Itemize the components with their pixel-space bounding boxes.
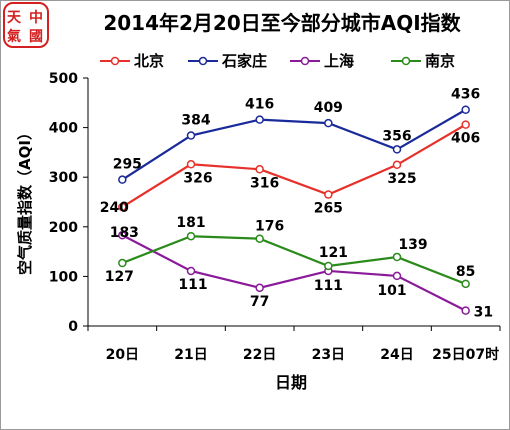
y-axis-label: 空气质量指数（AQI）	[16, 125, 34, 275]
x-axis-label: 日期	[275, 373, 307, 392]
y-tick-label: 400	[49, 121, 78, 137]
legend-label: 南京	[425, 52, 455, 70]
series-line	[121, 123, 467, 208]
data-label: 111	[178, 277, 207, 293]
data-point	[186, 160, 196, 169]
data-label: 181	[176, 215, 205, 231]
data-label: 176	[255, 219, 284, 235]
data-label: 295	[113, 157, 142, 173]
legend-swatch-marker	[110, 56, 120, 66]
data-label: 356	[382, 128, 411, 144]
y-tick-label: 100	[49, 269, 78, 285]
svg-text:國: 國	[29, 29, 43, 45]
data-label: 127	[105, 269, 134, 285]
legend-swatch-marker	[401, 56, 411, 66]
legend-swatch-marker	[198, 56, 208, 66]
data-label: 85	[456, 264, 475, 280]
series-line	[121, 234, 467, 312]
data-label: 384	[181, 113, 210, 129]
data-label: 436	[451, 87, 480, 103]
legend-label: 石家庄	[221, 52, 267, 70]
x-tick-label: 21日	[174, 347, 207, 363]
svg-text:中: 中	[29, 9, 43, 26]
data-label: 326	[183, 170, 212, 186]
data-point	[392, 252, 402, 262]
y-tick-label: 200	[49, 220, 78, 236]
x-tick-label: 25日07时	[432, 346, 499, 363]
data-label: 101	[377, 283, 406, 299]
data-point	[186, 266, 196, 276]
data-point	[118, 202, 127, 212]
y-tick-label: 300	[49, 170, 78, 186]
y-ticks: 0 100 200 300 400 500	[49, 71, 88, 335]
y-tick-label: 0	[68, 319, 78, 335]
data-point	[255, 234, 264, 243]
data-label: 183	[110, 225, 139, 241]
data-label: 77	[250, 294, 269, 310]
x-tick-label: 22日	[243, 347, 276, 363]
data-label: 406	[451, 131, 480, 147]
y-tick-label: 500	[49, 71, 78, 87]
data-point	[324, 190, 333, 199]
data-point	[392, 145, 402, 154]
data-point	[461, 306, 470, 315]
data-point	[186, 131, 196, 140]
legend: 北京 石家庄 上海 南京	[100, 52, 455, 70]
series-line	[121, 235, 467, 285]
data-point	[392, 160, 402, 170]
data-point	[255, 283, 264, 293]
data-label: 111	[314, 278, 343, 294]
data-point	[255, 115, 264, 124]
data-label: 265	[314, 201, 343, 217]
svg-text:天: 天	[7, 10, 22, 26]
svg-text:氣: 氣	[7, 28, 21, 45]
data-label: 409	[314, 100, 343, 116]
data-label: 31	[474, 305, 493, 321]
series-labels: 240 326 316 265 325 406 295 384 416 409 356 436 183 1…	[100, 87, 493, 321]
legend-label: 北京	[134, 52, 164, 70]
data-point	[186, 231, 196, 241]
data-label: 325	[387, 171, 416, 187]
data-point	[461, 105, 470, 114]
data-point	[118, 258, 127, 268]
data-point	[461, 279, 470, 289]
chart-title: 2014年2月20日至今部分城市AQI指数	[103, 11, 461, 35]
weather-logo: 天 中 氣 國	[3, 2, 49, 48]
data-label: 139	[398, 237, 427, 253]
data-point	[324, 118, 333, 128]
data-point	[118, 230, 127, 240]
axes	[87, 78, 500, 327]
data-label: 240	[100, 200, 129, 216]
legend-swatch-marker	[300, 56, 310, 66]
x-tick-label: 23日	[312, 347, 345, 363]
data-point	[118, 175, 127, 184]
series-line	[121, 108, 467, 181]
x-tick-label: 24日	[380, 347, 413, 363]
legend-label: 上海	[324, 52, 354, 70]
x-ticks: 20日 21日 22日 23日 24日 25日07时	[87, 326, 501, 363]
data-label: 316	[250, 175, 279, 191]
data-point	[461, 120, 470, 129]
data-label: 121	[319, 245, 348, 261]
data-point	[392, 271, 402, 281]
data-point	[324, 261, 333, 271]
series-lines	[118, 105, 470, 315]
data-point	[255, 165, 264, 174]
x-tick-label: 20日	[106, 347, 139, 363]
data-label: 416	[245, 97, 274, 113]
